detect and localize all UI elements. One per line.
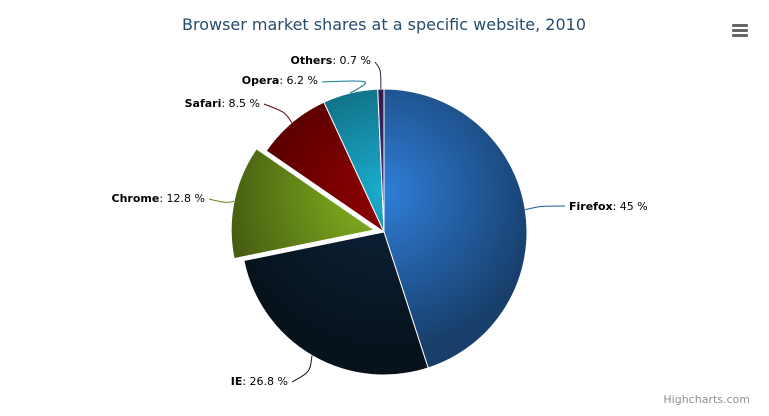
chart-title: Browser market shares at a specific webs…	[182, 15, 586, 34]
data-label-others: Others: 0.7 %	[290, 54, 371, 67]
data-label-ie: IE: 26.8 %	[231, 375, 288, 388]
connector-ie	[291, 355, 313, 383]
data-label-chrome: Chrome: 12.8 %	[112, 192, 205, 205]
pie-slice-others[interactable]	[377, 88, 385, 233]
data-label-firefox: Firefox: 45 %	[569, 200, 648, 213]
connector-opera	[321, 80, 366, 94]
connector-chrome	[208, 198, 235, 203]
credits-link[interactable]: Highcharts.com	[663, 393, 750, 406]
hamburger-menu-icon	[732, 24, 748, 37]
data-label-safari: Safari: 8.5 %	[185, 97, 260, 110]
connector-others	[374, 61, 382, 90]
connector-firefox	[525, 205, 566, 211]
data-label-opera: Opera: 6.2 %	[242, 74, 318, 87]
pie-slice-firefox[interactable]	[383, 88, 528, 369]
connector-safari	[263, 103, 293, 123]
export-menu-button[interactable]	[728, 20, 752, 40]
pie-slice-ie[interactable]	[243, 231, 429, 376]
